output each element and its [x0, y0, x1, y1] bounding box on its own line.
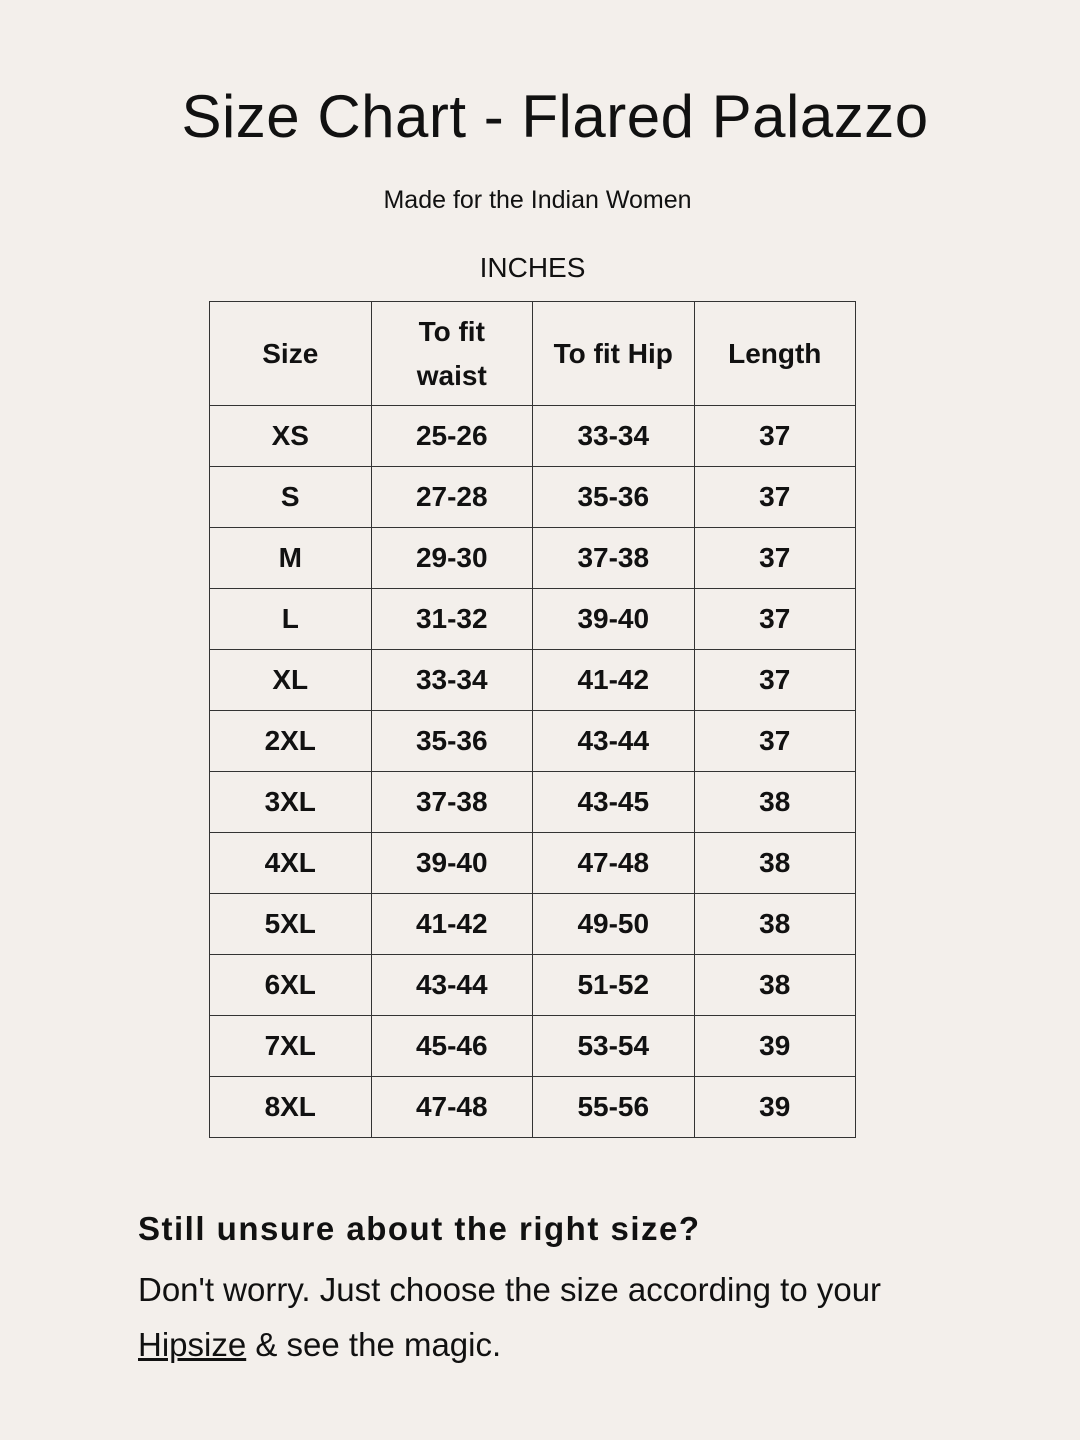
- table-cell: 35-36: [370, 710, 533, 772]
- table-cell: 37: [693, 588, 856, 650]
- table-cell: 38: [693, 954, 856, 1016]
- unit-label: INCHES: [479, 252, 586, 283]
- table-cell: 51-52: [532, 954, 695, 1016]
- table-cell: 55-56: [532, 1076, 695, 1138]
- table-row: S 27-28 35-36 37: [209, 466, 856, 528]
- table-row: 3XL 37-38 43-45 38: [209, 771, 856, 833]
- table-cell: 39-40: [370, 832, 533, 894]
- table-cell: 43-44: [532, 710, 695, 772]
- help-text: Don't worry. Just choose the size accord…: [138, 1262, 958, 1372]
- table-cell: 39: [693, 1015, 856, 1077]
- help-question: Still unsure about the right size?: [138, 1210, 701, 1247]
- table-cell: 31-32: [370, 588, 533, 650]
- table-cell: 37: [693, 527, 856, 589]
- table-cell: 37-38: [532, 527, 695, 589]
- table-row: 7XL 45-46 53-54 39: [209, 1015, 856, 1077]
- table-cell: 45-46: [370, 1015, 533, 1077]
- table-cell: 53-54: [532, 1015, 695, 1077]
- table-cell: 7XL: [209, 1015, 372, 1077]
- table-cell: 27-28: [370, 466, 533, 528]
- table-cell: 8XL: [209, 1076, 372, 1138]
- table-cell: 37: [693, 649, 856, 711]
- table-cell: 6XL: [209, 954, 372, 1016]
- table-header-row: Size To fit waist To fit Hip Length: [209, 301, 856, 406]
- table-cell: 43-45: [532, 771, 695, 833]
- table-cell: 25-26: [370, 405, 533, 467]
- table-cell: 38: [693, 771, 856, 833]
- table-cell: 43-44: [370, 954, 533, 1016]
- table-cell: 47-48: [532, 832, 695, 894]
- help-text-start: Don't worry. Just choose the size accord…: [138, 1271, 882, 1308]
- table-cell: S: [209, 466, 372, 528]
- table-row: 5XL 41-42 49-50 38: [209, 893, 856, 955]
- table-cell: 38: [693, 893, 856, 955]
- page-title: Size Chart - Flared Palazzo: [181, 83, 929, 150]
- table-cell: 33-34: [370, 649, 533, 711]
- table-cell: 2XL: [209, 710, 372, 772]
- table-cell: 39: [693, 1076, 856, 1138]
- table-cell: 3XL: [209, 771, 372, 833]
- table-cell: XL: [209, 649, 372, 711]
- table-cell: 37-38: [370, 771, 533, 833]
- column-header: To fit waist: [370, 301, 533, 406]
- table-cell: 41-42: [532, 649, 695, 711]
- table-cell: 35-36: [532, 466, 695, 528]
- help-text-end: & see the magic.: [246, 1326, 502, 1363]
- table-cell: 49-50: [532, 893, 695, 955]
- column-header: To fit Hip: [532, 301, 695, 406]
- table-row: L 31-32 39-40 37: [209, 588, 856, 650]
- table-cell: 37: [693, 710, 856, 772]
- table-cell: 39-40: [532, 588, 695, 650]
- table-cell: M: [209, 527, 372, 589]
- table-cell: 38: [693, 832, 856, 894]
- size-table: Size To fit waist To fit Hip Length XS 25-26…: [209, 301, 856, 1138]
- table-cell: 41-42: [370, 893, 533, 955]
- table-cell: L: [209, 588, 372, 650]
- column-header: Length: [693, 301, 856, 406]
- table-row: 6XL 43-44 51-52 38: [209, 954, 856, 1016]
- table-cell: 5XL: [209, 893, 372, 955]
- table-row: 2XL 35-36 43-44 37: [209, 710, 856, 772]
- table-cell: 29-30: [370, 527, 533, 589]
- subtitle: Made for the Indian Women: [383, 186, 692, 214]
- table-cell: 37: [693, 405, 856, 467]
- table-cell: 47-48: [370, 1076, 533, 1138]
- table-cell: 33-34: [532, 405, 695, 467]
- table-cell: XS: [209, 405, 372, 467]
- table-cell: 4XL: [209, 832, 372, 894]
- table-row: M 29-30 37-38 37: [209, 527, 856, 589]
- table-cell: 37: [693, 466, 856, 528]
- hipsize-link[interactable]: Hipsize: [138, 1326, 247, 1363]
- table-row: XL 33-34 41-42 37: [209, 649, 856, 711]
- table-row: 4XL 39-40 47-48 38: [209, 832, 856, 894]
- column-header: Size: [209, 301, 372, 406]
- table-row: 8XL 47-48 55-56 39: [209, 1076, 856, 1138]
- table-row: XS 25-26 33-34 37: [209, 405, 856, 467]
